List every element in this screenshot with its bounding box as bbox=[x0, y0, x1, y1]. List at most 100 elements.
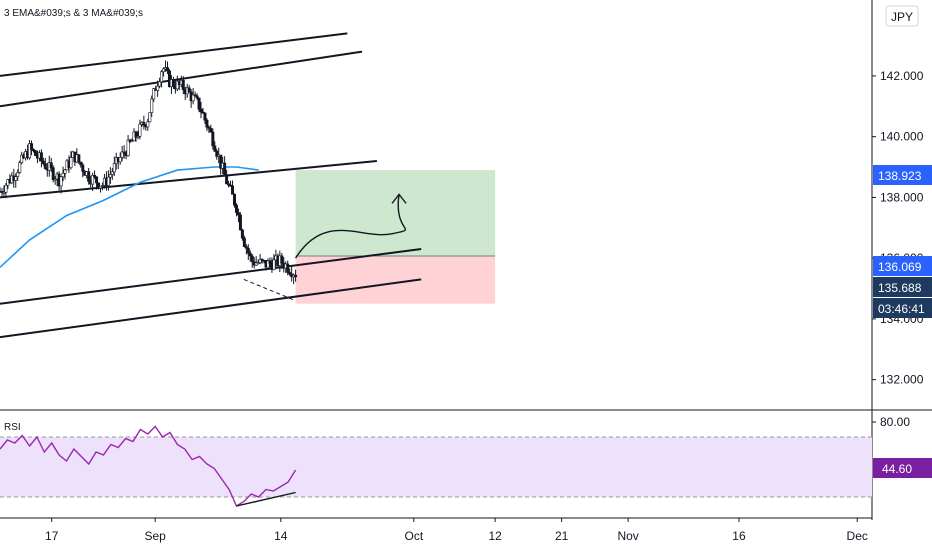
candle-body bbox=[2, 191, 6, 194]
candle-body bbox=[100, 185, 104, 187]
candle-body bbox=[160, 71, 164, 83]
candle-body bbox=[93, 175, 97, 178]
time-tick-label: Oct bbox=[404, 529, 423, 543]
candle-body bbox=[193, 94, 197, 97]
candle-body bbox=[215, 150, 219, 157]
candle-body bbox=[166, 67, 170, 72]
trend-line[interactable] bbox=[0, 159, 377, 199]
candle-body bbox=[39, 152, 43, 162]
candle-body bbox=[122, 151, 126, 154]
candle-body bbox=[156, 85, 160, 91]
candle-body bbox=[106, 176, 110, 186]
time-tick-label: Nov bbox=[617, 529, 638, 543]
time-tick-label: Dec bbox=[847, 529, 868, 543]
ma-price-badge: 138.923 bbox=[873, 165, 932, 185]
candle-body bbox=[211, 131, 215, 147]
trend-line[interactable] bbox=[0, 278, 422, 339]
rsi-divergence-line[interactable] bbox=[236, 491, 296, 507]
candle-body bbox=[209, 128, 213, 133]
candle-body bbox=[77, 154, 81, 163]
candle-body bbox=[142, 122, 146, 126]
candle-body bbox=[195, 95, 199, 99]
candle-body bbox=[162, 68, 166, 73]
candle-body bbox=[95, 176, 99, 184]
candle-body bbox=[43, 163, 47, 169]
rsi-tick-label: 80.00 bbox=[880, 415, 910, 429]
price-tick-label: 142.000 bbox=[880, 69, 924, 83]
candle-body bbox=[201, 111, 205, 114]
candle-body bbox=[28, 143, 32, 159]
trend-line[interactable] bbox=[0, 248, 422, 305]
indicator-label[interactable]: 3 EMA&#039;s & 3 MA&#039;s bbox=[4, 8, 143, 19]
last-price-badge: 136.069 bbox=[873, 256, 932, 276]
candle-body bbox=[187, 87, 191, 93]
current-price-badge: 135.688 bbox=[873, 277, 932, 297]
candle-body bbox=[171, 79, 175, 87]
candle-body bbox=[280, 255, 284, 264]
candle-body bbox=[233, 194, 237, 206]
time-tick-label: 12 bbox=[488, 529, 502, 543]
rsi-value-text: 44.60 bbox=[882, 462, 912, 476]
arrow-head bbox=[391, 193, 407, 204]
rsi-band bbox=[0, 437, 872, 497]
candle-body bbox=[69, 157, 73, 169]
candle-body bbox=[41, 160, 45, 164]
rsi-label[interactable]: RSI bbox=[4, 422, 21, 433]
price-tick-label: 132.000 bbox=[880, 373, 924, 387]
candle-body bbox=[227, 183, 231, 186]
target-zone[interactable] bbox=[295, 170, 496, 257]
candle-body bbox=[120, 151, 124, 158]
candle-body bbox=[63, 169, 67, 174]
candle-body bbox=[244, 246, 248, 249]
candle-body bbox=[158, 81, 162, 87]
countdown-badge: 03:46:41 bbox=[873, 298, 932, 318]
candle-body bbox=[260, 258, 264, 261]
candle-body bbox=[79, 161, 83, 166]
candle-body bbox=[87, 171, 91, 182]
ma-price-text: 138.923 bbox=[878, 169, 922, 183]
candle-body bbox=[191, 94, 195, 102]
candle-body bbox=[108, 174, 112, 178]
candle-body bbox=[167, 70, 171, 87]
candle-body bbox=[112, 163, 116, 173]
candle-body bbox=[205, 119, 209, 128]
candle-body bbox=[148, 112, 152, 123]
time-tick-label: 17 bbox=[45, 529, 59, 543]
projection-arrow[interactable] bbox=[294, 194, 406, 259]
trend-line[interactable] bbox=[0, 32, 348, 77]
currency-button[interactable]: JPY bbox=[885, 5, 919, 27]
time-tick-label: Sep bbox=[145, 529, 167, 543]
candle-body bbox=[81, 164, 85, 172]
rsi-line bbox=[0, 425, 297, 508]
candle-body bbox=[286, 263, 290, 273]
candle-body bbox=[240, 229, 244, 239]
candle-body bbox=[53, 178, 57, 181]
candle-body bbox=[99, 185, 103, 189]
candle-body bbox=[146, 121, 150, 128]
ma-line bbox=[0, 166, 259, 268]
candle-body bbox=[225, 174, 229, 185]
candle-body bbox=[199, 108, 203, 113]
candle-body bbox=[242, 237, 246, 247]
time-tick-label: 16 bbox=[732, 529, 746, 543]
candle-body bbox=[18, 162, 22, 173]
candle-body bbox=[213, 145, 217, 152]
candle-body bbox=[110, 171, 114, 175]
candle-body bbox=[126, 139, 130, 157]
candle-body bbox=[51, 167, 55, 180]
candle-body bbox=[91, 175, 95, 185]
candle-body bbox=[248, 252, 252, 257]
rsi-value-badge: 44.60 bbox=[873, 458, 932, 478]
candle-body bbox=[197, 97, 201, 110]
candle-body bbox=[250, 255, 254, 263]
candle-body bbox=[138, 123, 142, 137]
trend-line[interactable] bbox=[243, 278, 296, 302]
candle-body bbox=[152, 88, 156, 100]
candle-body bbox=[294, 274, 298, 278]
last-price-text: 136.069 bbox=[878, 260, 922, 274]
candle-body bbox=[268, 260, 272, 264]
stop-zone[interactable] bbox=[295, 256, 496, 304]
candle-body bbox=[150, 98, 154, 113]
candle-body bbox=[272, 259, 276, 270]
